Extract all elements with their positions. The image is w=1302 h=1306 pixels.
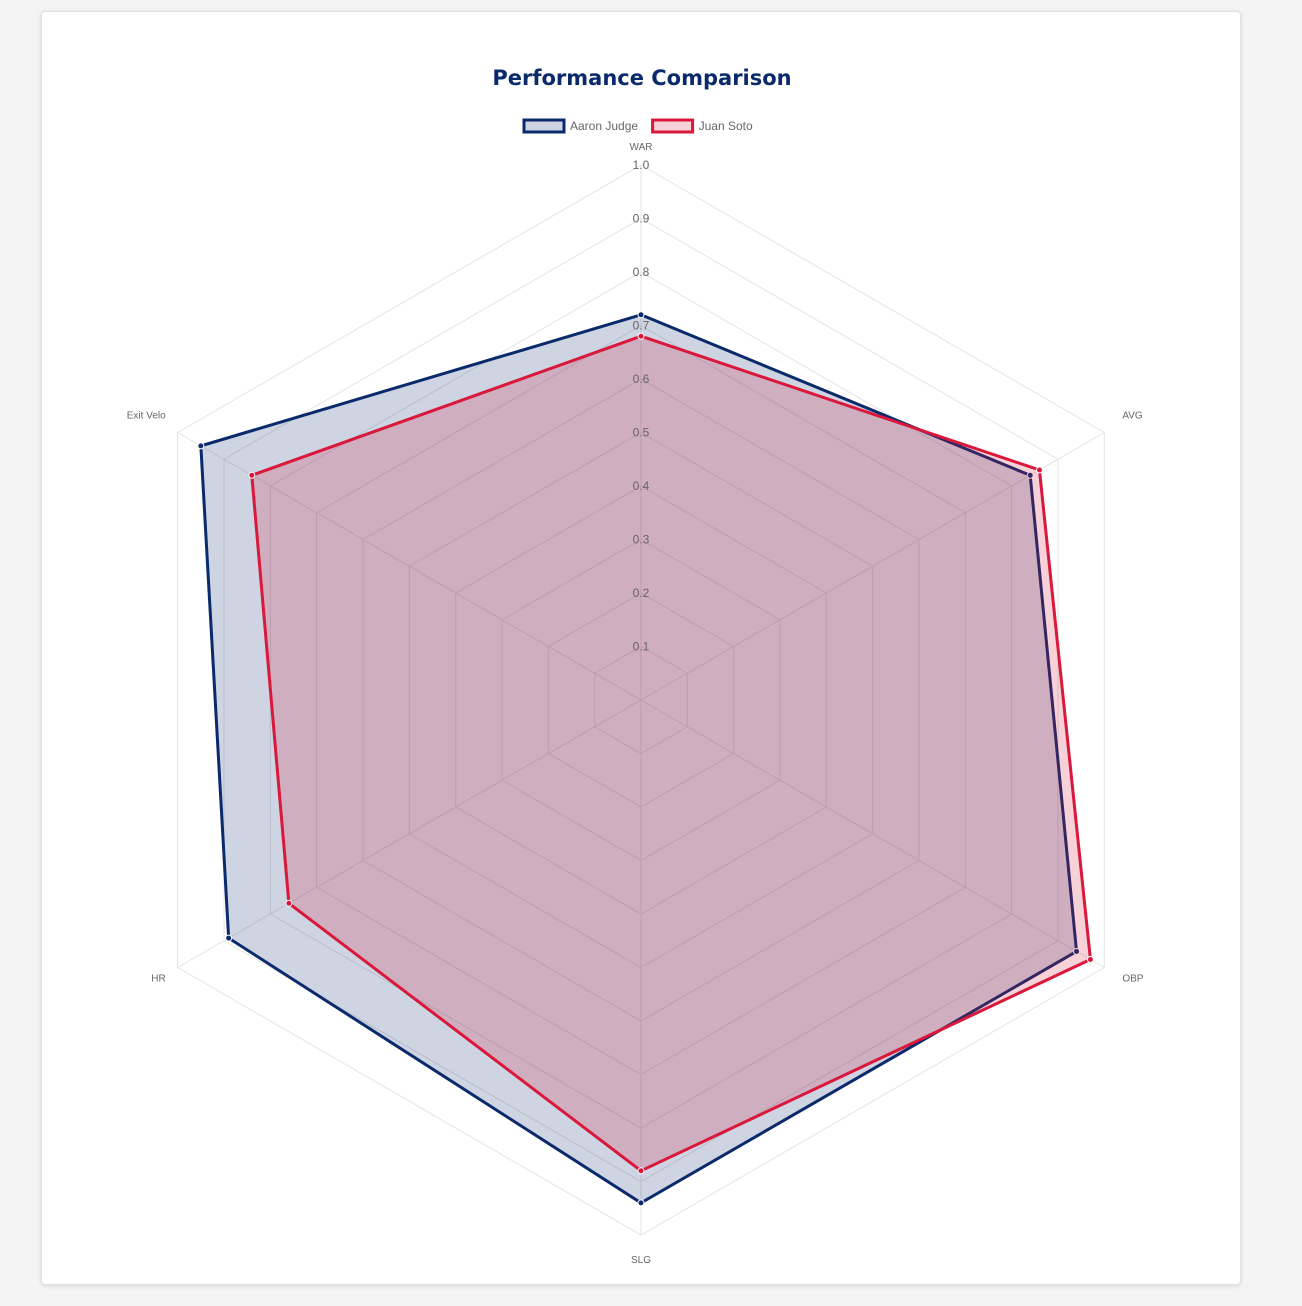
data-point-juan-soto-hr[interactable] bbox=[285, 899, 293, 907]
tick-label-9: 0.9 bbox=[633, 212, 650, 226]
series-layer bbox=[197, 311, 1094, 1207]
axis-label-avg: AVG bbox=[1122, 411, 1143, 422]
data-point-aaron-judge-obp[interactable] bbox=[1073, 947, 1081, 955]
axis-label-hr: HR bbox=[151, 974, 165, 985]
tick-label-8: 0.8 bbox=[633, 265, 650, 279]
data-point-juan-soto-slg[interactable] bbox=[637, 1167, 645, 1175]
tick-label-4: 0.4 bbox=[633, 479, 650, 493]
tick-label-7: 0.7 bbox=[633, 319, 650, 333]
legend-swatch-juan-soto bbox=[651, 118, 695, 134]
legend-item-aaron-judge[interactable]: Aaron Judge bbox=[522, 118, 638, 134]
series-juan-soto bbox=[248, 332, 1094, 1175]
series-aaron-judge bbox=[197, 311, 1081, 1207]
tick-label-10: 1.0 bbox=[633, 158, 650, 172]
axis-labels: WAR AVG OBP SLG HR Exit Velo bbox=[127, 142, 1144, 1266]
radar-chart: Performance Comparison 0.10.20.30.40.50.… bbox=[127, 66, 1144, 1266]
data-point-aaron-judge-exit-velo[interactable] bbox=[197, 442, 205, 450]
legend-item-juan-soto[interactable]: Juan Soto bbox=[651, 118, 753, 134]
legend-label-juan-soto: Juan Soto bbox=[699, 119, 753, 133]
data-point-juan-soto-obp[interactable] bbox=[1086, 955, 1094, 963]
data-point-juan-soto-war[interactable] bbox=[637, 332, 645, 340]
data-point-aaron-judge-war[interactable] bbox=[637, 311, 645, 319]
tick-label-5: 0.5 bbox=[633, 426, 650, 440]
legend-swatch-aaron-judge bbox=[522, 118, 566, 134]
spoke-exit-velo bbox=[177, 432, 642, 701]
spoke-hr bbox=[177, 699, 642, 968]
tick-label-6: 0.6 bbox=[633, 372, 650, 386]
data-point-aaron-judge-slg[interactable] bbox=[637, 1199, 645, 1207]
data-point-aaron-judge-hr[interactable] bbox=[225, 934, 233, 942]
tick-label-3: 0.3 bbox=[633, 533, 650, 547]
legend: Aaron Judge Juan Soto bbox=[522, 118, 753, 134]
axis-label-slg: SLG bbox=[631, 1255, 651, 1266]
series-area-juan-soto bbox=[250, 334, 1093, 1173]
tick-labels: 0.1 0.2 0.3 0.4 0.5 0.6 0.7 0.8 0.9 1.0 bbox=[633, 158, 650, 654]
axis-label-war: WAR bbox=[630, 142, 653, 153]
data-point-juan-soto-avg[interactable] bbox=[1035, 466, 1043, 474]
spoke-avg bbox=[640, 432, 1105, 701]
axis-label-obp: OBP bbox=[1122, 974, 1143, 985]
chart-card: Performance Comparison 0.1 0.2 0.3 0.4 0.5 0.… bbox=[41, 11, 1241, 1285]
data-point-juan-soto-exit-velo[interactable] bbox=[248, 471, 256, 479]
tick-label-1: 0.1 bbox=[633, 640, 650, 654]
spoke-obp bbox=[640, 699, 1105, 968]
axis-label-exit-velo: Exit Velo bbox=[127, 411, 166, 422]
chart-title: Performance Comparison bbox=[492, 66, 791, 90]
tick-label-2: 0.2 bbox=[633, 586, 650, 600]
legend-label-aaron-judge: Aaron Judge bbox=[570, 119, 638, 133]
radar-grid bbox=[177, 164, 1105, 1236]
data-point-aaron-judge-avg[interactable] bbox=[1026, 471, 1034, 479]
